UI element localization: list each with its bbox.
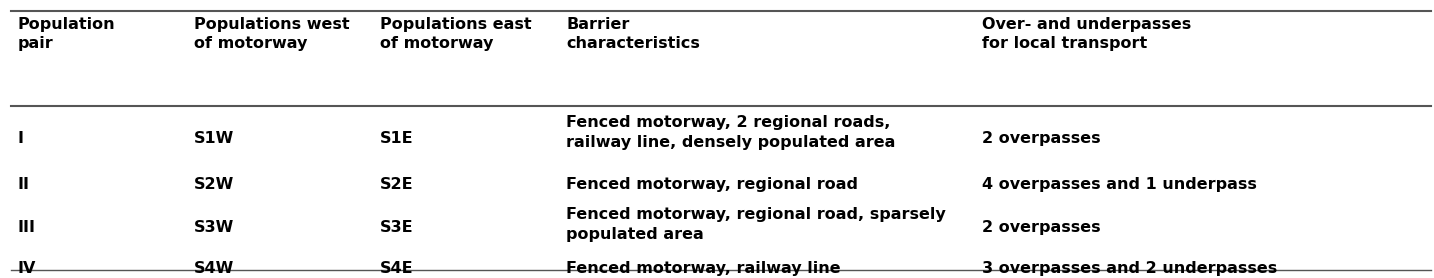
- Text: Over- and underpasses
for local transport: Over- and underpasses for local transpor…: [982, 17, 1192, 51]
- Text: S4W: S4W: [194, 261, 234, 276]
- Text: Fenced motorway, regional road: Fenced motorway, regional road: [566, 177, 859, 192]
- Text: Populations west
of motorway: Populations west of motorway: [194, 17, 350, 51]
- Text: 2 overpasses: 2 overpasses: [982, 220, 1101, 235]
- Text: S1W: S1W: [194, 131, 234, 146]
- Text: Barrier
characteristics: Barrier characteristics: [566, 17, 700, 51]
- Text: Population
pair: Population pair: [17, 17, 115, 51]
- Text: Fenced motorway, railway line: Fenced motorway, railway line: [566, 261, 842, 276]
- Text: Fenced motorway, 2 regional roads,
railway line, densely populated area: Fenced motorway, 2 regional roads, railw…: [566, 115, 896, 150]
- Text: IV: IV: [17, 261, 36, 276]
- Text: S2E: S2E: [380, 177, 413, 192]
- Text: 2 overpasses: 2 overpasses: [982, 131, 1101, 146]
- Text: S4E: S4E: [380, 261, 413, 276]
- Text: III: III: [17, 220, 36, 235]
- Text: Fenced motorway, regional road, sparsely
populated area: Fenced motorway, regional road, sparsely…: [566, 207, 946, 242]
- Text: S3W: S3W: [194, 220, 234, 235]
- Text: S1E: S1E: [380, 131, 413, 146]
- Text: Populations east
of motorway: Populations east of motorway: [380, 17, 532, 51]
- Text: 4 overpasses and 1 underpass: 4 overpasses and 1 underpass: [982, 177, 1258, 192]
- Text: S3E: S3E: [380, 220, 413, 235]
- Text: I: I: [17, 131, 23, 146]
- Text: S2W: S2W: [194, 177, 234, 192]
- Text: 3 overpasses and 2 underpasses: 3 overpasses and 2 underpasses: [982, 261, 1278, 276]
- Text: II: II: [17, 177, 29, 192]
